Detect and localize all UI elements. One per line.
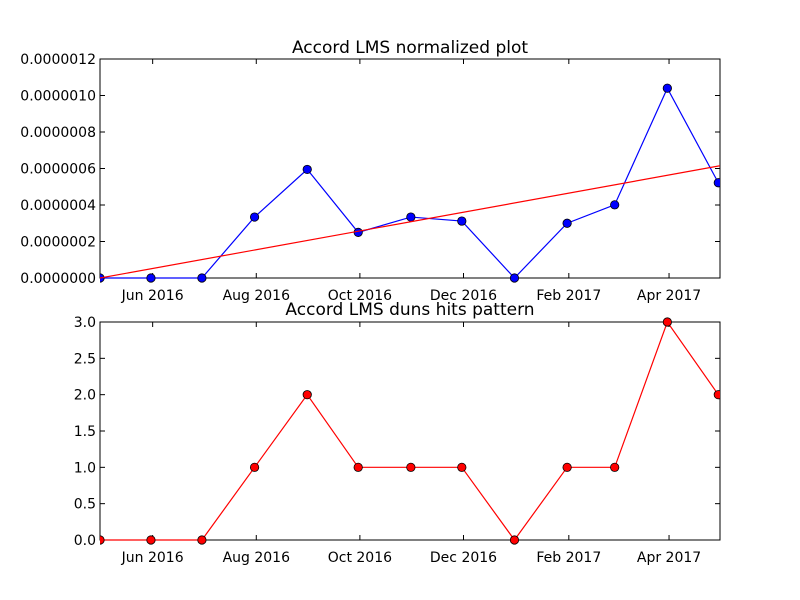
x-tick-label: Jun 2016: [121, 288, 184, 304]
data-point: [562, 462, 572, 472]
series-group: [100, 83, 720, 283]
y-tick-label: 1.5: [74, 424, 96, 440]
y-tick-label: 0.0000004: [20, 198, 96, 214]
x-tick-label: Jun 2016: [121, 550, 184, 566]
data-point: [509, 535, 520, 545]
y-tick-label: 0.0: [74, 533, 96, 549]
y-tick-label: 0.0000006: [20, 162, 96, 178]
data-point: [406, 212, 416, 222]
chart-title: Accord LMS duns hits pattern: [285, 300, 534, 320]
data-point: [146, 535, 156, 545]
data-point: [713, 390, 720, 400]
data-point: [610, 200, 620, 210]
x-tick-label: Oct 2016: [328, 288, 392, 304]
y-tick-label: 0.0000002: [20, 235, 96, 251]
x-tick-label: Aug 2016: [223, 288, 291, 304]
data-point: [249, 212, 260, 222]
data-point: [249, 462, 260, 472]
data-point: [197, 273, 207, 283]
x-tick-label: Feb 2017: [536, 288, 601, 304]
chart-title: Accord LMS normalized plot: [292, 38, 528, 58]
data-point: [100, 535, 105, 545]
x-tick-label: Feb 2017: [536, 550, 601, 566]
x-tick-label: Dec 2016: [430, 550, 497, 566]
y-tick-label: 1.0: [74, 460, 96, 476]
y-tick-label: 2.5: [74, 351, 96, 367]
chart-duns-hits-pattern: Accord LMS duns hits pattern 0.0 0.5 1.0 1.…: [74, 300, 721, 566]
y-tick-label: 0.0000000: [20, 271, 96, 287]
series-group: [100, 317, 720, 545]
data-point: [457, 462, 467, 472]
x-tick-label: Apr 2017: [637, 288, 701, 304]
data-point: [197, 535, 207, 545]
data-point: [457, 216, 467, 226]
x-tick-label: Dec 2016: [430, 288, 497, 304]
x-tick-label: Apr 2017: [637, 550, 701, 566]
y-tick-label: 3.0: [74, 315, 96, 331]
series-line: [100, 320, 719, 542]
y-tick-label: 0.0000012: [20, 52, 96, 68]
data-point: [610, 462, 620, 472]
chart-normalized-plot: Accord LMS normalized plot 0.0000000 0.00…: [20, 38, 721, 304]
data-point: [662, 83, 672, 93]
data-point: [562, 218, 572, 228]
data-point: [662, 317, 672, 327]
y-tick-label: 0.0000008: [20, 125, 96, 141]
data-point: [302, 390, 312, 400]
y-tick-label: 2.0: [74, 388, 96, 404]
plot-frame: [99, 321, 721, 541]
data-point: [353, 462, 363, 472]
data-point: [302, 164, 312, 175]
data-point: [713, 178, 720, 188]
x-tick-label: Oct 2016: [328, 550, 392, 566]
data-point: [509, 273, 520, 283]
plot-frame: [99, 58, 721, 279]
y-tick-label: 0.0000010: [20, 89, 96, 105]
y-tick-label: 0.5: [74, 497, 96, 513]
x-tick-label: Aug 2016: [223, 550, 291, 566]
series-line: [100, 165, 720, 279]
data-point: [146, 273, 156, 283]
data-point: [406, 462, 416, 472]
